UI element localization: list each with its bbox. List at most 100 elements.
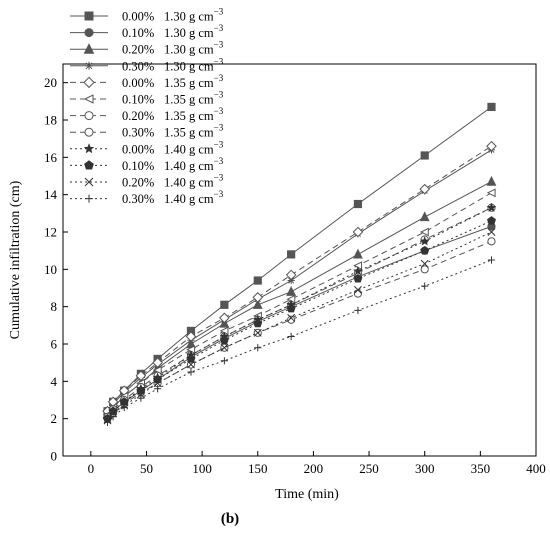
legend-entry-5: 0.00% 1.35 g cm−3: [70, 73, 224, 90]
legend-unit-exponent: −3: [214, 156, 224, 166]
series-8: [103, 237, 496, 423]
y-tick-label: 4: [51, 374, 58, 389]
legend-entry-3: 0.20% 1.30 g cm−3: [70, 40, 224, 57]
marker-diamond-open: [285, 269, 297, 281]
legend-density: 1.40 g cm−3: [164, 173, 224, 190]
marker-circle-open: [487, 237, 496, 246]
marker-triangle: [286, 286, 297, 296]
marker-x: [109, 409, 118, 418]
series-6: [102, 188, 496, 420]
plot-border: [62, 63, 537, 457]
marker-x: [187, 360, 195, 369]
marker-star-filled: [419, 236, 430, 246]
series-line: [107, 181, 492, 416]
y-tick-label: 8: [51, 299, 58, 314]
y-tick-label: 2: [51, 411, 58, 426]
series-3: [102, 175, 497, 420]
marker-plus: [137, 394, 145, 402]
marker-diamond-open: [185, 331, 197, 342]
x-tick-label: 400: [526, 461, 546, 476]
y-tick-label: 18: [44, 113, 57, 128]
series-12: [103, 256, 496, 426]
legend-unit-exponent: −3: [214, 139, 224, 149]
legend-density: 1.35 g cm−3: [164, 73, 224, 90]
legend-entry-6: 0.10% 1.35 g cm−3: [70, 90, 224, 107]
marker-square: [220, 300, 229, 309]
marker-asterisk: [287, 276, 295, 285]
legend-series-name: 0.10%: [122, 26, 154, 40]
marker-plus: [254, 344, 262, 352]
x-tick-label: 300: [415, 461, 435, 476]
legend-entry-8: 0.30% 1.35 g cm−3: [70, 123, 224, 140]
marker-circle: [84, 28, 94, 38]
legend-entry-4: 0.30% 1.30 g cm−3: [70, 56, 224, 73]
series-7: [103, 203, 496, 421]
series-line: [107, 240, 492, 420]
marker-pentagon: [186, 354, 196, 363]
marker-plus: [154, 385, 162, 393]
marker-plus: [421, 282, 429, 290]
x-tick-label: 150: [248, 461, 268, 476]
marker-square: [420, 151, 429, 160]
legend-unit-exponent: −3: [214, 7, 224, 17]
marker-triangle: [353, 248, 363, 259]
marker-diamond-open: [252, 292, 264, 303]
marker-pentagon: [253, 318, 263, 328]
legend-series-name: 0.20%: [122, 43, 154, 57]
series-1: [103, 102, 496, 416]
legend-density: 1.35 g cm−3: [164, 90, 224, 107]
marker-square: [84, 11, 94, 21]
legend-entry-7: 0.20% 1.35 g cm−3: [70, 106, 224, 123]
marker-x: [84, 177, 94, 187]
series-line: [107, 207, 492, 419]
marker-circle-open: [420, 265, 429, 274]
marker-pentagon: [420, 245, 430, 255]
legend-entry-12: 0.30% 1.40 g cm−3: [70, 189, 224, 206]
legend-series-name: 0.00%: [122, 142, 154, 156]
series-line: [107, 225, 492, 418]
legend-series-name: 0.30%: [122, 59, 154, 73]
legend-unit-exponent: −3: [214, 173, 224, 183]
legend-series-name: 0.20%: [122, 176, 154, 190]
marker-triangle: [83, 43, 95, 54]
legend-unit-exponent: −3: [214, 90, 224, 100]
legend-unit-exponent: −3: [214, 106, 224, 116]
marker-circle-open: [84, 111, 94, 121]
legend-density: 1.30 g cm−3: [164, 7, 224, 24]
marker-circle-open: [84, 127, 94, 137]
marker-square: [287, 250, 296, 259]
legend-entry-11: 0.20% 1.40 g cm−3: [70, 173, 224, 190]
marker-plus: [187, 368, 195, 376]
marker-triangle: [252, 299, 263, 309]
marker-diamond-open: [419, 183, 431, 195]
marker-triangle: [419, 211, 430, 222]
legend-density: 1.40 g cm−3: [164, 156, 224, 173]
marker-plus: [85, 194, 93, 203]
marker-plus: [220, 357, 228, 365]
legend-unit-exponent: −3: [214, 189, 224, 199]
y-tick-label: 20: [44, 75, 57, 90]
marker-pentagon: [353, 273, 363, 283]
x-tick-label: 200: [304, 461, 324, 476]
marker-star-filled: [352, 265, 363, 276]
marker-square: [253, 276, 262, 285]
marker-plus: [354, 306, 362, 314]
marker-circle-open: [287, 315, 296, 324]
legend-series-name: 0.30%: [122, 126, 154, 140]
marker-diamond-open: [486, 140, 497, 152]
marker-diamond-open: [352, 226, 364, 238]
marker-x: [253, 328, 262, 337]
x-tick-label: 0: [88, 461, 95, 476]
legend-entry-2: 0.10% 1.30 g cm−3: [70, 23, 224, 40]
marker-star-filled: [83, 143, 95, 154]
marker-star-filled: [486, 202, 497, 213]
marker-plus: [120, 403, 128, 412]
series-11: [103, 228, 496, 425]
legend-density: 1.35 g cm−3: [164, 123, 224, 140]
legend-series-name: 0.10%: [122, 159, 154, 173]
marker-pentagon: [219, 335, 229, 345]
marker-diamond-open: [152, 357, 163, 368]
legend-unit-exponent: −3: [214, 23, 224, 33]
legend-unit-exponent: −3: [214, 73, 224, 83]
marker-plus: [109, 413, 117, 421]
